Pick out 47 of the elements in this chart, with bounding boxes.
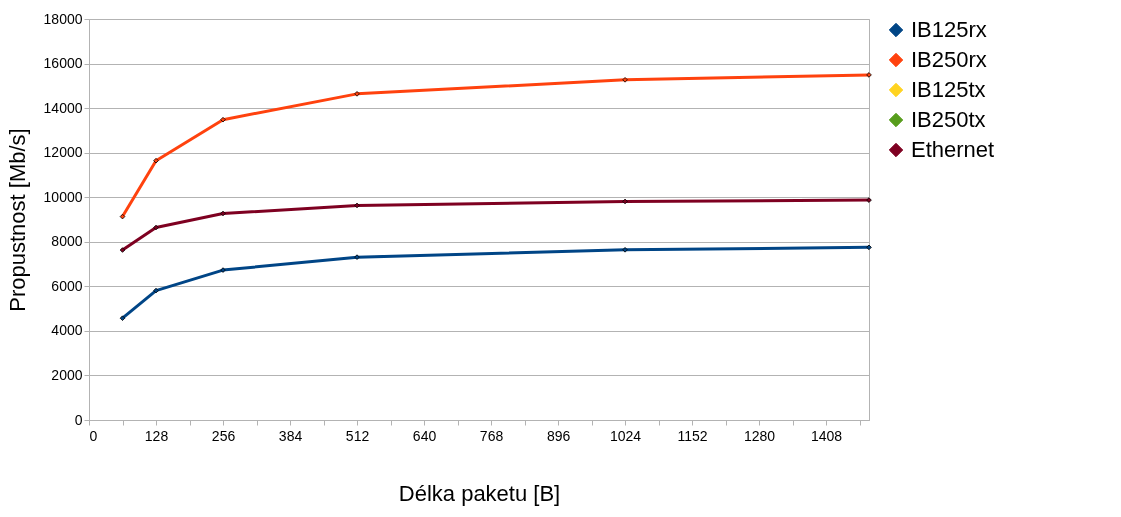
point <box>119 247 126 253</box>
point <box>866 244 872 251</box>
legend-label: IB250rx <box>911 47 987 72</box>
y-tick-label: 10000 <box>43 188 83 205</box>
x-tick-label: 384 <box>278 427 303 444</box>
x-tick-label: 1152 <box>677 427 708 444</box>
x-tick-label: 1280 <box>743 427 776 444</box>
point <box>622 198 628 205</box>
y-tick-label: 14000 <box>43 99 83 116</box>
point <box>622 247 628 253</box>
x-tick-label: 256 <box>211 427 236 444</box>
point <box>119 213 126 220</box>
y-axis-title: Propustnost [Mb/s] <box>4 128 30 312</box>
y-tick-label: 6000 <box>51 277 83 294</box>
x-tick-label: 0 <box>89 427 98 444</box>
y-tick-label: 2000 <box>51 366 83 383</box>
x-tick-label: 896 <box>546 427 571 444</box>
legend-label: Ethernet <box>911 137 995 162</box>
x-tick-label: 1024 <box>609 427 642 444</box>
y-tick-label: 12000 <box>43 144 83 161</box>
y-tick-label: 4000 <box>51 322 83 339</box>
point <box>354 91 360 97</box>
point <box>220 210 226 217</box>
x-tick-label: 640 <box>412 427 437 444</box>
point <box>153 224 159 231</box>
legend-label: IB125tx <box>911 77 986 102</box>
point <box>354 202 360 209</box>
y-tick-label: 16000 <box>43 55 83 72</box>
x-tick-label: 512 <box>345 427 370 444</box>
y-tick-label: 8000 <box>51 233 83 250</box>
x-axis-title: Délka paketu [B] <box>398 480 561 506</box>
x-tick-label: 1408 <box>811 427 843 444</box>
point <box>866 72 872 78</box>
point <box>354 254 360 260</box>
point <box>220 267 226 273</box>
legend-label: IB125rx <box>911 17 987 42</box>
legend-label: IB250tx <box>911 107 986 132</box>
point <box>153 157 159 164</box>
y-tick-label: 0 <box>74 411 83 428</box>
x-tick-label: 768 <box>479 427 504 444</box>
y-tick-label: 18000 <box>43 10 83 27</box>
point <box>622 77 628 83</box>
x-tick-label: 128 <box>144 427 169 444</box>
point <box>119 315 126 321</box>
point <box>220 116 226 123</box>
point <box>153 287 159 294</box>
point <box>866 197 872 203</box>
